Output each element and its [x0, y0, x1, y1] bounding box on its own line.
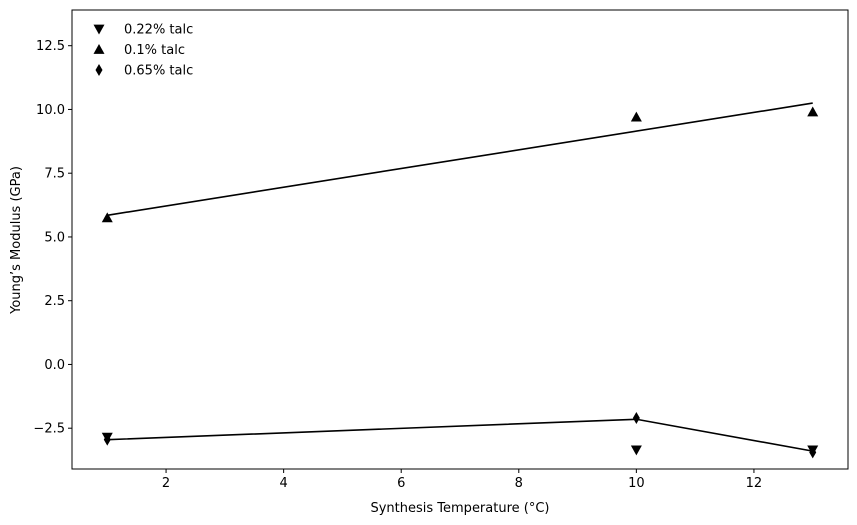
x-tick-label: 8 [515, 476, 523, 491]
data-point-series3-2 [632, 412, 640, 424]
x-axis-title: Synthesis Temperature (°C) [370, 501, 549, 516]
data-markers [101, 106, 819, 459]
x-tick-label: 6 [397, 476, 405, 491]
data-point-series3-3 [809, 446, 817, 459]
y-tick-label: 5.0 [44, 230, 65, 245]
x-tick-label: 12 [746, 476, 763, 491]
y-tick-label: 10.0 [36, 103, 65, 118]
legend-marker-1 [93, 24, 105, 35]
legend-label-1: 0.22% talc [124, 23, 193, 38]
x-axis-ticks: 2 4 6 8 10 12 [162, 469, 762, 491]
plot-area [71, 9, 849, 470]
data-point-series2-1 [101, 212, 113, 223]
data-point-series3-1 [103, 433, 111, 446]
legend: 0.22% talc 0.1% talc 0.65% talc [93, 23, 193, 79]
y-tick-label: 2.5 [44, 294, 65, 309]
data-point-series2-2 [630, 111, 642, 122]
data-point-series2-3 [807, 106, 819, 117]
x-tick-label: 2 [162, 476, 170, 491]
y-axis-ticks: −2.5 0.0 2.5 5.0 7.5 10.0 12.5 [33, 39, 72, 437]
y-tick-label: −2.5 [33, 422, 65, 437]
fit-line-1 [107, 102, 813, 217]
legend-marker-2 [93, 44, 105, 54]
data-point-series1-2 [630, 445, 642, 456]
x-tick-label: 4 [279, 476, 287, 491]
legend-marker-3 [95, 64, 103, 76]
y-tick-label: 7.5 [44, 167, 65, 182]
x-tick-label: 10 [628, 476, 645, 491]
y-tick-label: 0.0 [44, 358, 65, 373]
y-tick-label: 12.5 [36, 39, 65, 54]
legend-label-3: 0.65% talc [124, 64, 193, 79]
legend-label-2: 0.1% talc [124, 43, 185, 58]
y-axis-title: Young’s Modulus (GPa) [9, 166, 24, 315]
